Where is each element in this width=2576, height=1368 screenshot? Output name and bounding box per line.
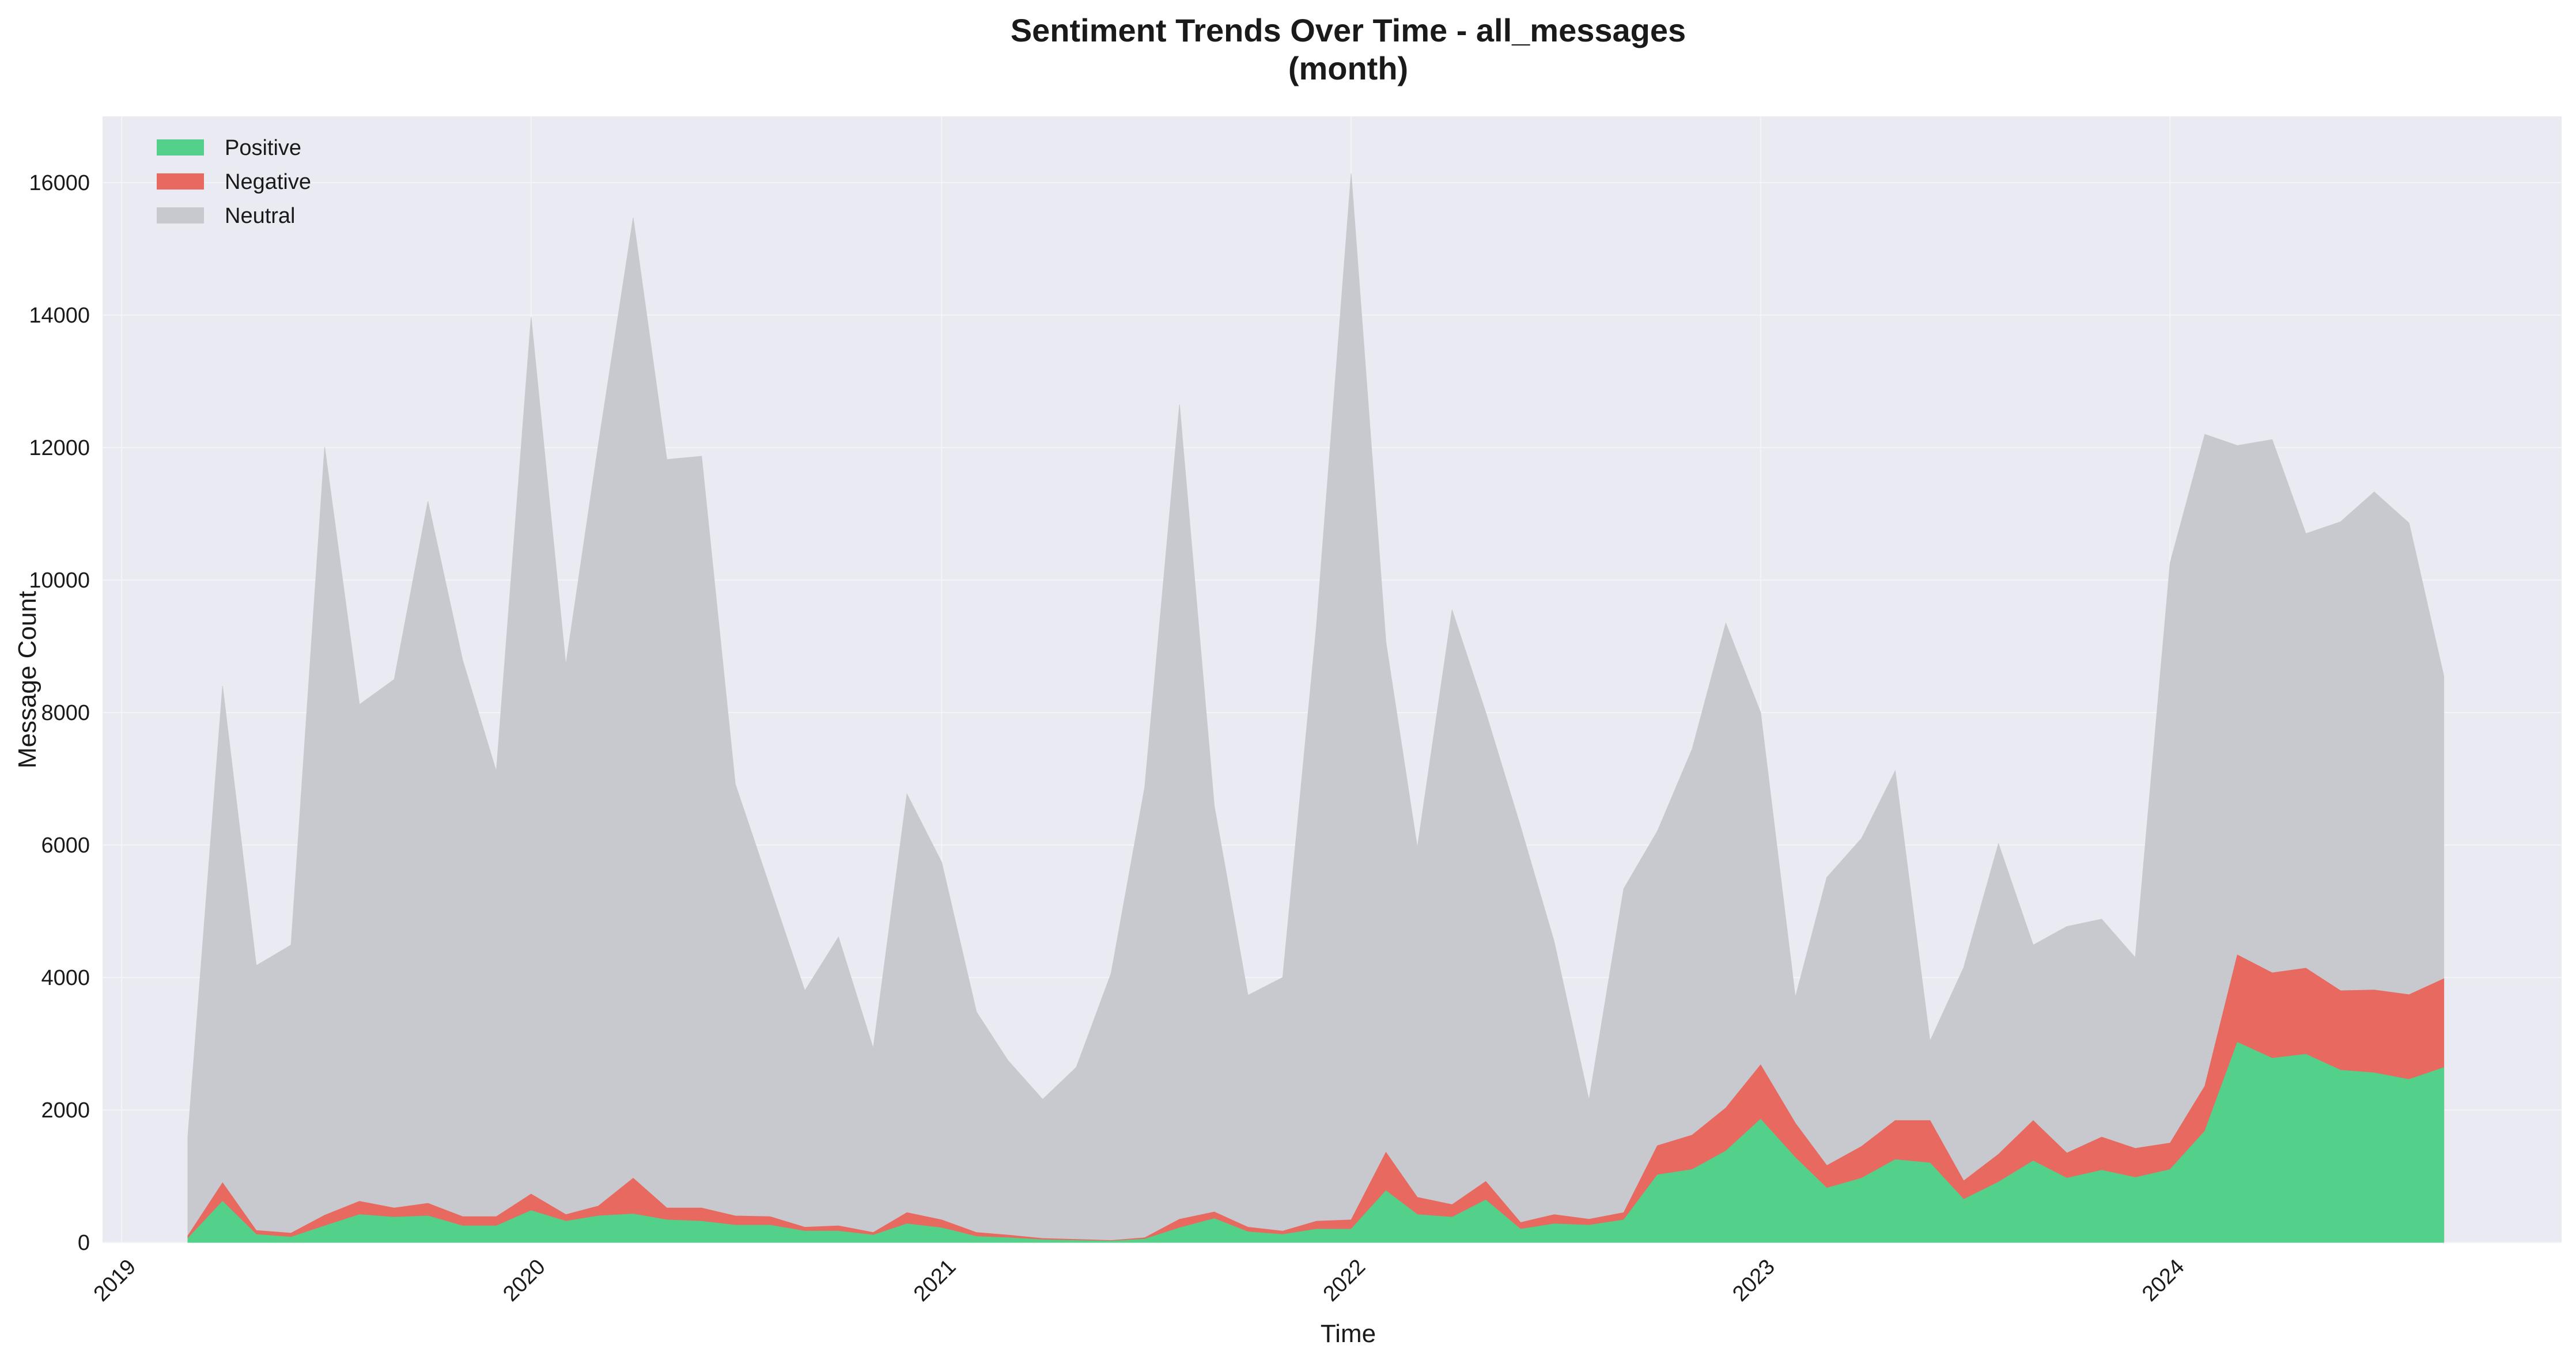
legend: Positive Negative Neutral	[157, 136, 311, 228]
x-tick-label: 2021	[909, 1255, 960, 1306]
y-axis-label: Message Count	[13, 591, 41, 768]
x-axis-label: Time	[1321, 1320, 1376, 1348]
x-tick-label: 2024	[2138, 1255, 2189, 1306]
legend-label-positive: Positive	[225, 136, 301, 160]
legend-label-neutral: Neutral	[225, 204, 296, 228]
legend-swatch-negative	[157, 173, 204, 190]
y-tick-label: 12000	[29, 436, 90, 460]
area-layer	[187, 173, 2445, 1243]
y-tick-label: 6000	[41, 833, 90, 858]
x-tick-label: 2023	[1728, 1255, 1779, 1306]
legend-swatch-positive	[157, 139, 204, 156]
y-tick-label: 14000	[29, 304, 90, 328]
y-tick-label: 8000	[41, 701, 90, 725]
x-tick-label: 2019	[89, 1255, 141, 1306]
legend-swatch-neutral	[157, 207, 204, 223]
x-tick-label: 2022	[1319, 1255, 1370, 1306]
legend-label-negative: Negative	[225, 170, 311, 194]
y-tick-label: 10000	[29, 569, 90, 593]
area-positive	[187, 1042, 2445, 1243]
chart-title: Sentiment Trends Over Time - all_message…	[1011, 12, 1686, 48]
y-tick-label: 2000	[41, 1098, 90, 1123]
area-neutral	[187, 173, 2445, 1243]
x-tick-label: 2020	[498, 1255, 550, 1306]
x-tick-labels: 2019 2020 2021 2022 2023 2024	[89, 1255, 2189, 1306]
y-tick-label: 0	[78, 1231, 90, 1255]
chart-subtitle: (month)	[1288, 50, 1408, 86]
y-tick-label: 4000	[41, 966, 90, 990]
y-tick-label: 16000	[29, 171, 90, 195]
y-tick-labels: 0 2000 4000 6000 8000 10000 12000 14000 16000	[29, 171, 90, 1255]
